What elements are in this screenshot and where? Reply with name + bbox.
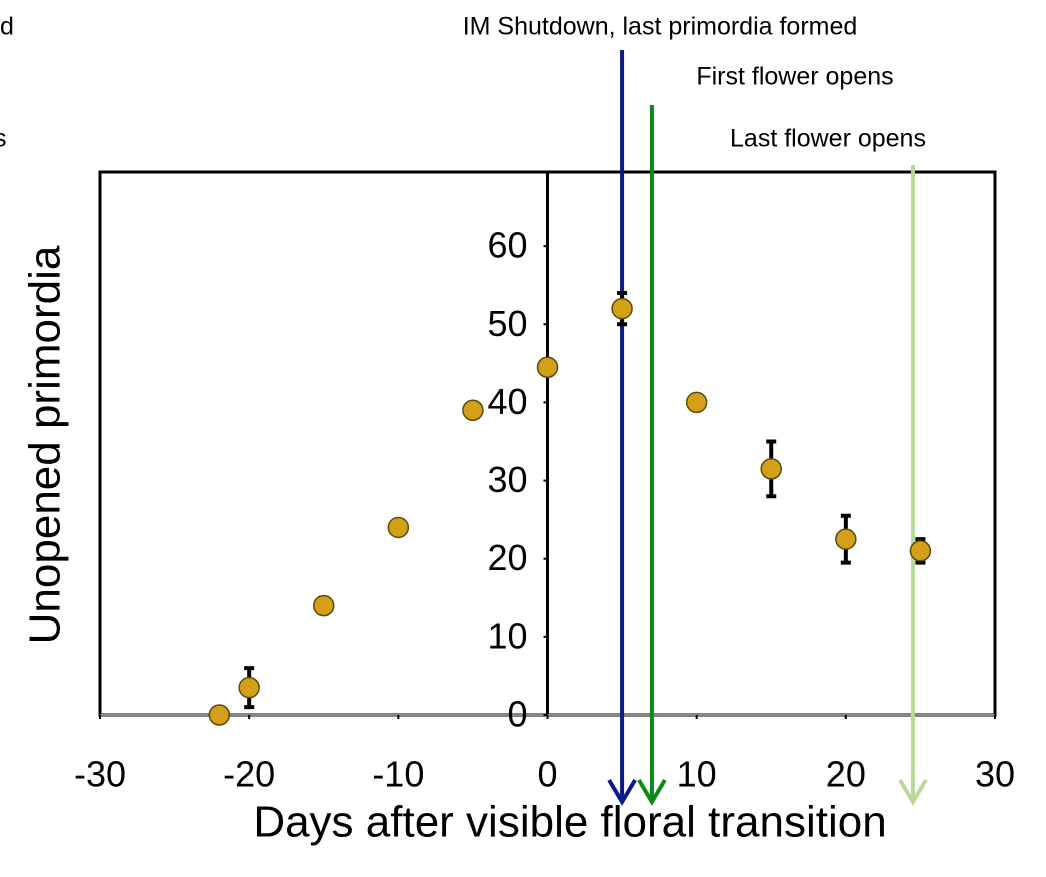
data-point — [238, 676, 260, 699]
x-tick-label: 30 — [975, 754, 1015, 795]
data-point — [536, 356, 559, 379]
y-tick-label: 40 — [487, 381, 527, 422]
cropped-text: s — [0, 125, 7, 153]
data-point — [835, 528, 857, 550]
data-point — [208, 704, 231, 726]
data-point — [611, 297, 633, 320]
x-tick-label: 0 — [537, 754, 557, 795]
x-tick-label: -20 — [223, 754, 275, 795]
y-tick-label: 30 — [487, 459, 527, 500]
cropped-text: d — [0, 13, 14, 41]
data-point — [760, 458, 782, 480]
y-tick-label: 20 — [487, 537, 527, 578]
y-axis-title: Unopened primordia — [21, 245, 70, 644]
event-arrowhead — [607, 778, 637, 806]
event-label: Last flower opens — [730, 125, 926, 153]
y-tick-label: 0 — [507, 694, 527, 735]
x-tick-label: 20 — [826, 754, 866, 795]
event-arrowhead — [637, 778, 667, 806]
y-tick-label: 50 — [487, 303, 527, 344]
event-label: IM Shutdown, last primordia formed — [463, 13, 858, 41]
x-tick-label: -10 — [372, 754, 424, 795]
data-point — [462, 399, 484, 421]
data-point — [313, 594, 335, 617]
data-point — [909, 540, 932, 562]
x-tick-label: -30 — [74, 754, 126, 795]
x-tick-label: 10 — [677, 754, 717, 795]
y-tick-label: 10 — [487, 615, 527, 656]
data-point — [685, 391, 708, 414]
event-label: First flower opens — [696, 63, 893, 91]
y-tick-label: 60 — [487, 225, 527, 266]
event-arrowhead — [898, 778, 928, 806]
x-axis-title: Days after visible floral transition — [253, 798, 886, 847]
data-point — [387, 516, 410, 539]
